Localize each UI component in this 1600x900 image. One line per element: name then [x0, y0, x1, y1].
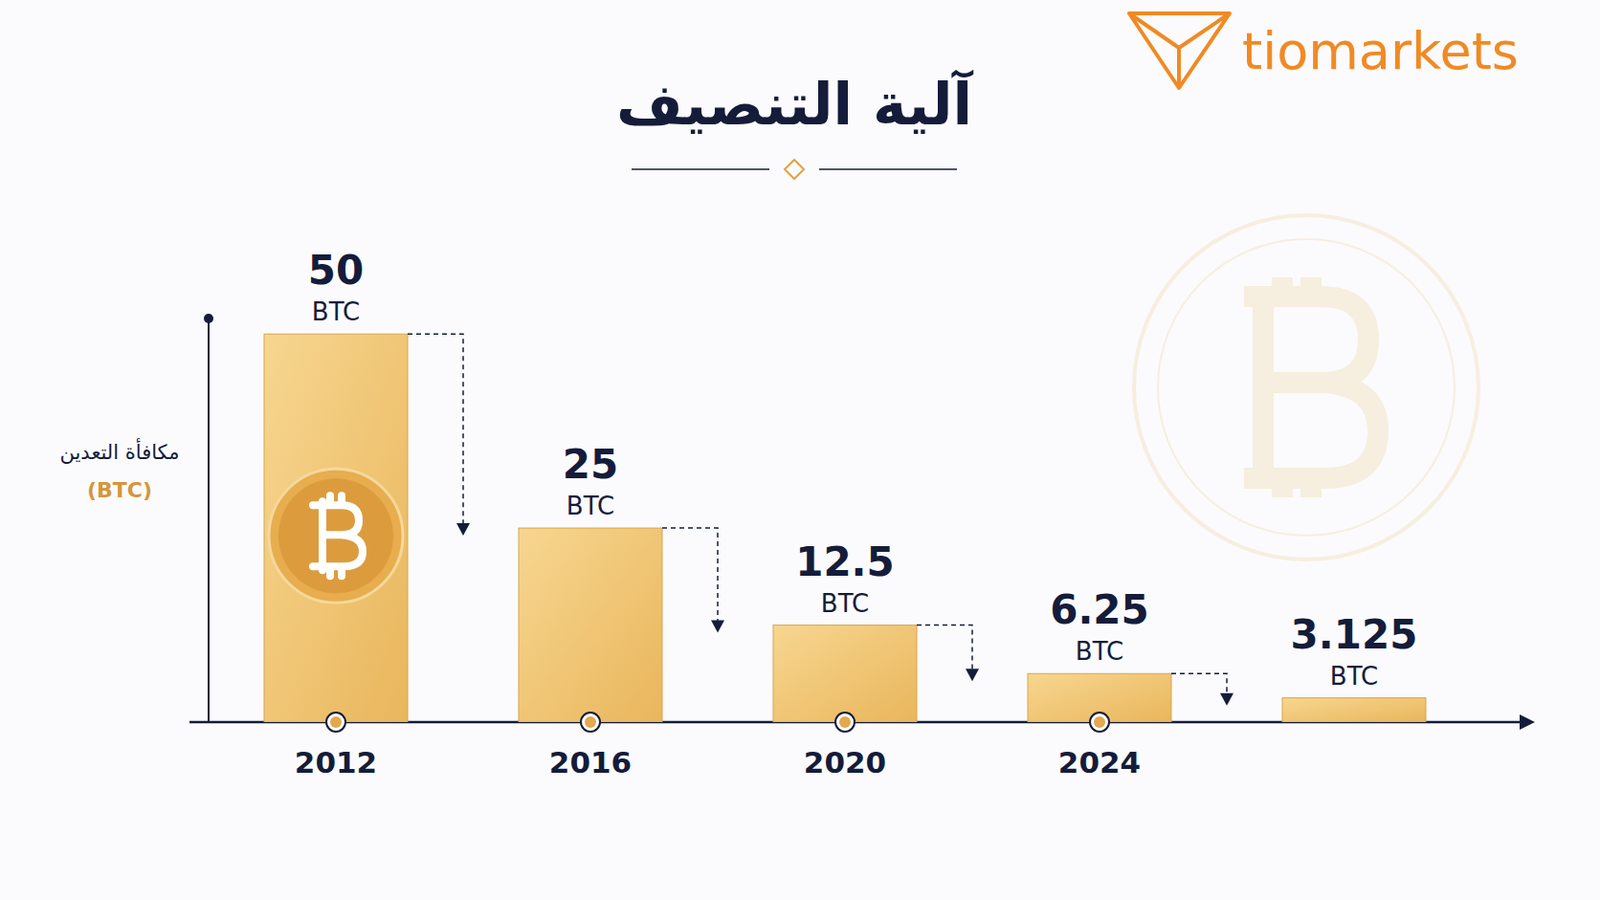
title-diamond: [784, 159, 804, 179]
data-label-unit: BTC: [311, 297, 360, 327]
coin-icon: [268, 468, 403, 603]
bar: [264, 333, 408, 723]
data-label-value: 12.5: [795, 538, 895, 586]
chart: tiomarkets آلية التنصيف مكافأة التعدين (BTC…: [0, 0, 1600, 900]
data-label-unit: BTC: [1330, 662, 1378, 691]
data-label-unit: BTC: [1075, 637, 1124, 667]
x-tick: [580, 712, 600, 733]
y-axis: [207, 318, 210, 723]
arrow-head: [965, 668, 979, 682]
title: آلية التنصيف: [616, 68, 974, 138]
bars: [264, 333, 1426, 723]
x-tick-dot: [839, 716, 851, 729]
data-label-value: 25: [562, 441, 619, 489]
arrow: [1171, 673, 1227, 694]
data-label-unit: BTC: [566, 491, 615, 521]
data-label-unit: BTC: [821, 589, 869, 619]
brand: tiomarkets: [1129, 13, 1519, 89]
data-label: 25BTC: [562, 441, 619, 521]
x-tick-label: 2024: [1058, 745, 1141, 780]
x-axis-arrow: [1519, 714, 1535, 731]
bar: [1282, 698, 1426, 723]
x-tick-dot: [330, 716, 342, 729]
arrow-head: [711, 621, 725, 634]
x-tick: [326, 712, 346, 733]
data-label: 50BTC: [308, 246, 364, 327]
data-label-value: 3.125: [1290, 611, 1419, 659]
arrow: [407, 333, 464, 525]
x-tick-dot: [1093, 716, 1106, 729]
watermark: [1133, 215, 1479, 560]
data-label: 12.5BTC: [795, 538, 895, 619]
y-axis-title: مكافأة التعدين: [60, 438, 180, 465]
bar: [773, 625, 917, 723]
x-tick-label: 2016: [549, 745, 632, 780]
x-tick-label: 2020: [803, 745, 887, 780]
data-label-value: 50: [308, 246, 364, 294]
title-rule: [631, 168, 770, 171]
arrow-head: [456, 523, 470, 536]
y-axis-title: (BTC): [87, 478, 153, 503]
background: [0, 0, 1600, 900]
brand-name: tiomarkets: [1242, 21, 1519, 82]
bar: [518, 528, 663, 723]
arrow: [662, 528, 718, 622]
x-tick: [1089, 712, 1110, 733]
x-tick-dot: [584, 716, 597, 729]
data-label-value: 6.25: [1049, 586, 1150, 634]
x-tick: [835, 712, 855, 733]
arrow-head: [1220, 693, 1234, 707]
arrow: [916, 625, 973, 671]
title-rule: [819, 168, 957, 171]
data-label: 6.25BTC: [1049, 586, 1150, 667]
y-axis-end: [203, 313, 214, 324]
data-label: 3.125 BTC: [1290, 611, 1419, 691]
x-tick-label: 2012: [294, 745, 378, 780]
